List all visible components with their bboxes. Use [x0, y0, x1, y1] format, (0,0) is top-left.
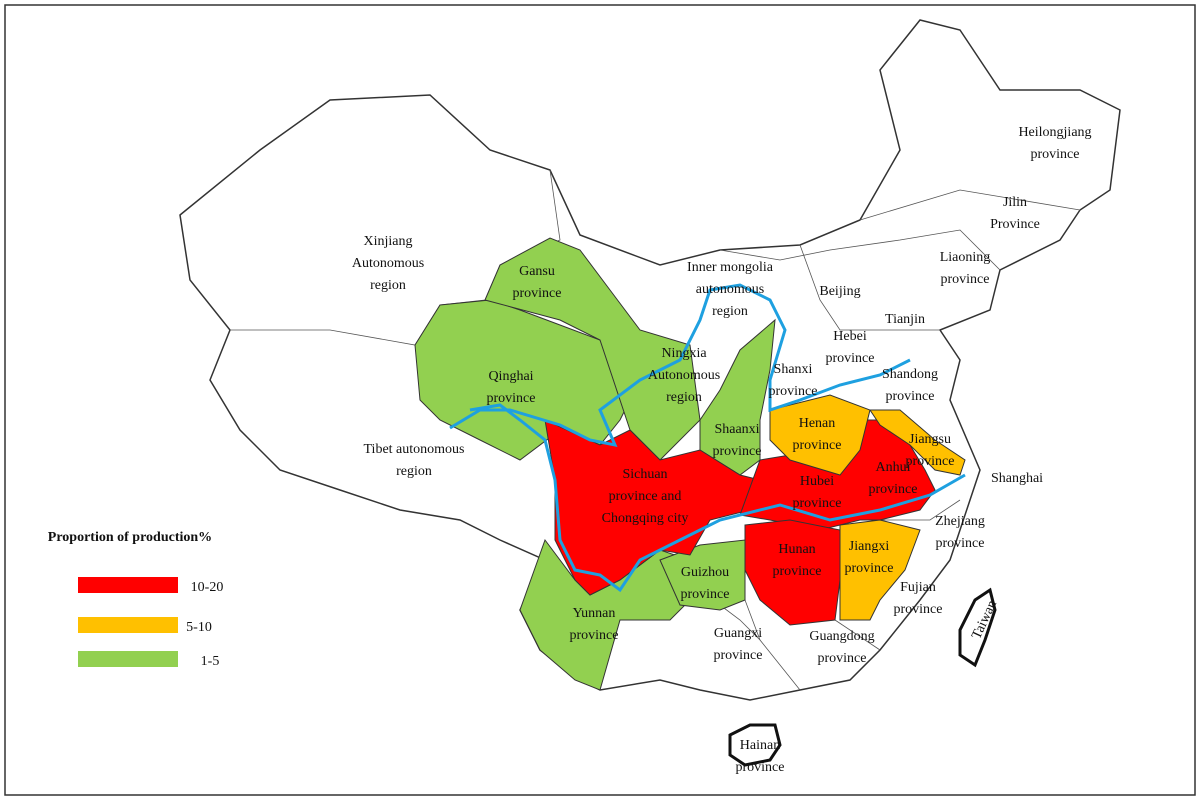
region-label: province: [936, 536, 985, 551]
region-label: province: [793, 438, 842, 453]
region-label: Gansu: [519, 264, 555, 279]
region-label: Shanxi: [774, 362, 813, 377]
region-label: province: [487, 391, 536, 406]
region-label: region: [712, 304, 748, 319]
region-label: province: [1031, 147, 1080, 162]
region-label: Chongqing city: [602, 511, 689, 526]
region-label: region: [666, 390, 702, 405]
region-label: Jiangxi: [849, 539, 890, 554]
legend-title: Proportion of production%: [48, 530, 212, 545]
legend-label: 10-20: [191, 580, 224, 595]
region-label: Anhui: [876, 460, 911, 475]
region-label: Jiangsu: [909, 432, 951, 447]
region-label: province: [513, 286, 562, 301]
legend-swatch: [78, 577, 178, 593]
jiangxi: [839, 519, 921, 621]
region-label: Shanghai: [991, 471, 1043, 486]
region-label: province: [818, 651, 867, 666]
region-label: Ningxia: [661, 346, 707, 361]
region-label: Tianjin: [885, 312, 925, 327]
region-label: Province: [990, 217, 1040, 232]
region-label: Guangdong: [809, 629, 874, 644]
region-label: Guangxi: [714, 626, 762, 641]
region-label: province: [793, 496, 842, 511]
region-label: province and: [609, 489, 682, 504]
river-boundary: [469, 403, 966, 593]
region-label: province: [713, 444, 762, 459]
region-label: province: [769, 384, 818, 399]
region-label: Inner mongolia: [687, 260, 774, 275]
region-label: Hebei: [833, 329, 867, 344]
region-label: Guizhou: [681, 565, 729, 580]
region-label: province: [681, 587, 730, 602]
region-label: Hubei: [800, 474, 834, 489]
region-label: Henan: [799, 416, 836, 431]
colored-provinces: [414, 237, 966, 691]
region-label: province: [894, 602, 943, 617]
region-label: Liaoning: [940, 250, 991, 265]
region-label: Autonomous: [648, 368, 720, 383]
region-label: Yunnan: [573, 606, 616, 621]
region-label: Heilongjiang: [1018, 125, 1091, 140]
region-label: province: [773, 564, 822, 579]
sichuan: [544, 419, 761, 596]
region-label: Autonomous: [352, 256, 424, 271]
region-label: Beijing: [819, 284, 860, 299]
region-label: province: [869, 482, 918, 497]
legend-label: 1-5: [201, 654, 220, 669]
henan: [769, 394, 871, 476]
legend-label: 5-10: [186, 620, 212, 635]
region-label: province: [570, 628, 619, 643]
region-label: Fujian: [900, 580, 936, 595]
region-label: province: [826, 351, 875, 366]
region-label: province: [906, 454, 955, 469]
legend-swatch: [78, 651, 178, 667]
region-label: Zhejiang: [935, 514, 985, 529]
hunan: [744, 519, 841, 626]
legend: 10-20 5-10 1-5: [78, 577, 223, 669]
region-label: region: [396, 464, 432, 479]
taiwan-outline: [958, 587, 997, 668]
region-label: province: [736, 760, 785, 775]
region-label: Xinjiang: [364, 234, 413, 249]
region-label: Shaanxi: [714, 422, 759, 437]
legend-swatch: [78, 617, 178, 633]
region-label: province: [886, 389, 935, 404]
gansu: [484, 237, 701, 461]
region-label: Jilin: [1003, 195, 1027, 210]
region-label: Qinghai: [488, 369, 533, 384]
region-label: Sichuan: [622, 467, 667, 482]
region-labels: Xinjiang Autonomous region Tibet autonomous…: [352, 125, 1092, 775]
hainan-outline: [728, 723, 782, 767]
jiangsu: [869, 409, 966, 476]
guizhou: [659, 539, 746, 611]
region-label: Hainan: [740, 738, 780, 753]
region-label: region: [370, 278, 406, 293]
region-label: autonomous: [696, 282, 764, 297]
region-label: province: [714, 648, 763, 663]
river-boundary: [449, 283, 911, 448]
region-label: province: [845, 561, 894, 576]
region-label: Shandong: [882, 367, 938, 382]
region-label: province: [941, 272, 990, 287]
region-label: Hunan: [778, 542, 815, 557]
region-label: Tibet autonomous: [364, 442, 465, 457]
